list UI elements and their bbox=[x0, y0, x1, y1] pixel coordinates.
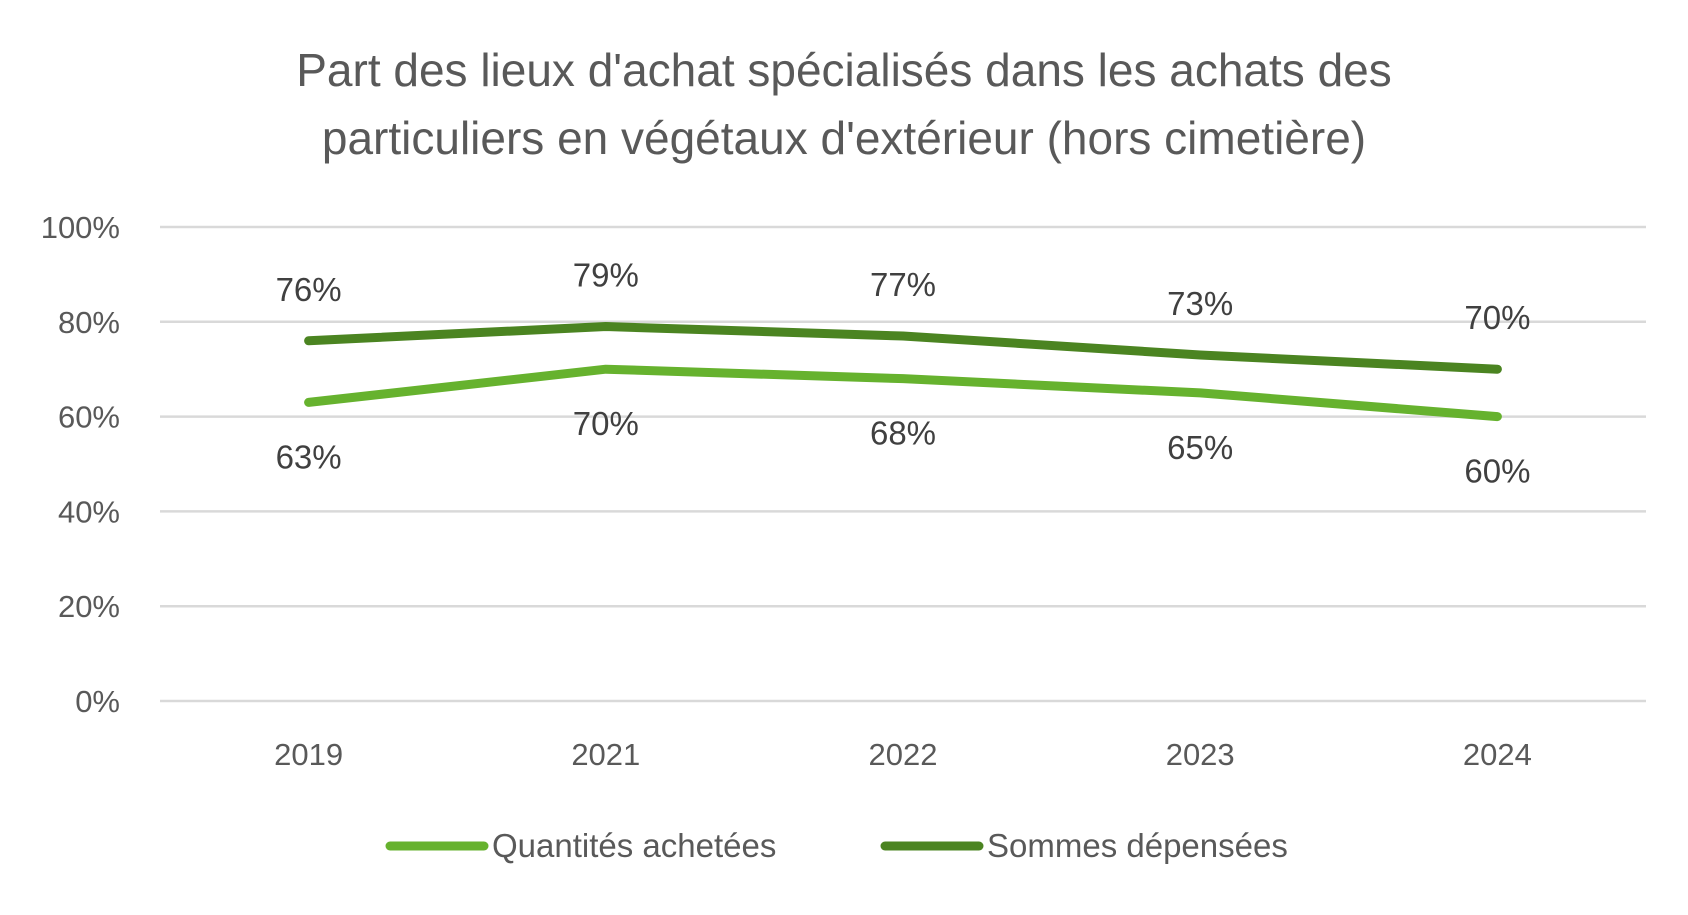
y-tick-label: 0% bbox=[75, 684, 120, 719]
y-tick-label: 40% bbox=[58, 494, 120, 529]
data-label: 70% bbox=[573, 405, 639, 442]
x-tick-label: 2022 bbox=[869, 737, 938, 772]
data-label: 76% bbox=[276, 271, 342, 308]
x-tick-label: 2019 bbox=[274, 737, 343, 772]
data-label: 60% bbox=[1464, 453, 1530, 490]
legend-label: Sommes dépensées bbox=[987, 827, 1288, 864]
chart-title-line-1: Part des lieux d'achat spécialisés dans … bbox=[296, 44, 1392, 96]
y-tick-label: 100% bbox=[41, 210, 120, 245]
data-label: 73% bbox=[1167, 285, 1233, 322]
series-line-1 bbox=[304, 364, 1502, 422]
x-tick-label: 2021 bbox=[571, 737, 640, 772]
data-label: 68% bbox=[870, 415, 936, 452]
y-tick-label: 80% bbox=[58, 305, 120, 340]
legend-label: Quantités achetées bbox=[492, 827, 776, 864]
series-line-2 bbox=[304, 322, 1502, 374]
data-label: 65% bbox=[1167, 429, 1233, 466]
x-tick-label: 2023 bbox=[1166, 737, 1235, 772]
data-label: 77% bbox=[870, 266, 936, 303]
y-tick-label: 20% bbox=[58, 589, 120, 624]
chart-title-line-2: particuliers en végétaux d'extérieur (ho… bbox=[322, 112, 1366, 164]
y-tick-label: 60% bbox=[58, 400, 120, 435]
data-label: 70% bbox=[1464, 299, 1530, 336]
x-tick-label: 2024 bbox=[1463, 737, 1532, 772]
data-label: 63% bbox=[276, 438, 342, 475]
data-label: 79% bbox=[573, 257, 639, 294]
